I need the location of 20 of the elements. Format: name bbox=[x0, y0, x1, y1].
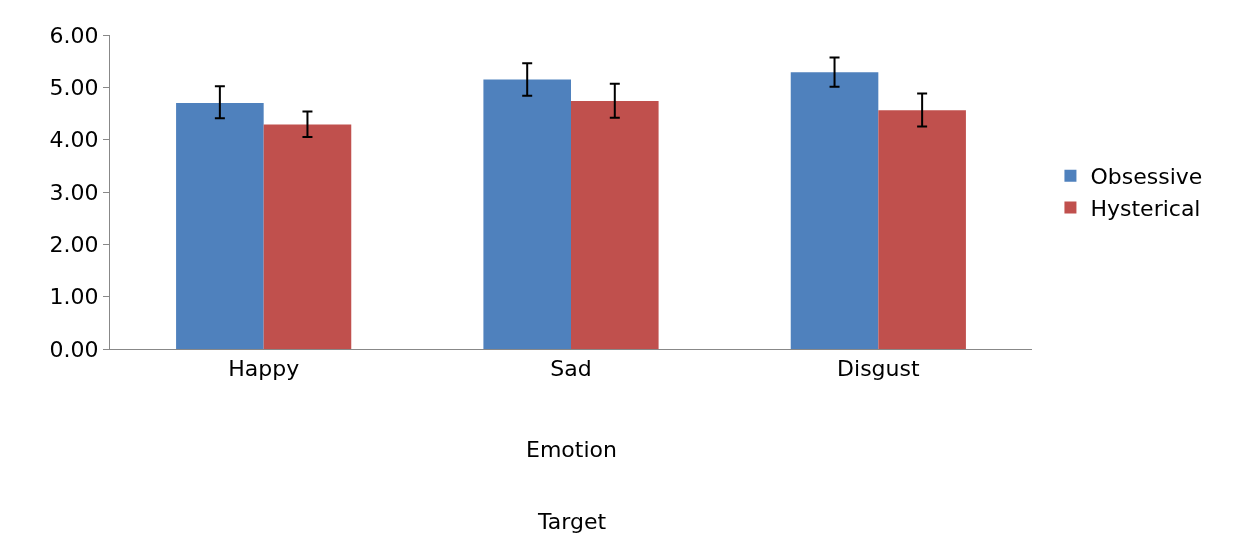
text: Emotion bbox=[526, 437, 617, 462]
bar bbox=[483, 79, 571, 349]
bar bbox=[878, 110, 966, 349]
y-tick-label: 2.00 bbox=[49, 232, 99, 258]
bar bbox=[263, 124, 352, 349]
bar bbox=[790, 72, 879, 349]
y-tick-label: 1.00 bbox=[49, 284, 99, 310]
y-tick-label: 4.00 bbox=[49, 127, 99, 153]
y-tick-label: 5.00 bbox=[49, 75, 99, 101]
y-tick-label: 6.00 bbox=[49, 22, 99, 48]
x-tick-label: Sad bbox=[550, 356, 592, 382]
legend-label: Hysterical bbox=[1090, 195, 1201, 221]
y-tick-label: 3.00 bbox=[49, 179, 99, 205]
x-tick-label: Disgust bbox=[837, 356, 920, 382]
bar bbox=[571, 100, 659, 349]
x-tick-label: Happy bbox=[228, 356, 300, 382]
legend-label: Obsessive bbox=[1090, 164, 1203, 190]
text: Target bbox=[537, 509, 607, 534]
bar bbox=[176, 103, 264, 349]
y-tick-label: 0.00 bbox=[49, 336, 99, 362]
